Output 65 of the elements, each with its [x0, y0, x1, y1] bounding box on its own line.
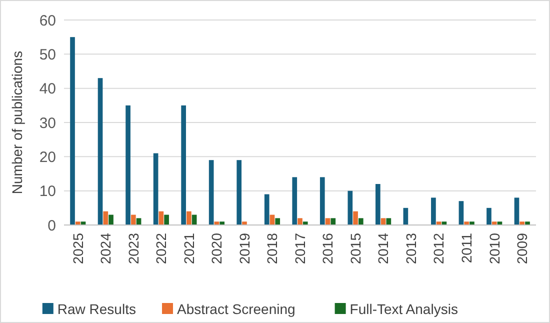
bar	[98, 78, 103, 225]
y-axis-title: Number of publications	[9, 50, 25, 194]
bar	[164, 214, 169, 225]
x-tick-label: 2022	[153, 232, 170, 264]
bar	[330, 218, 336, 225]
bar	[520, 222, 525, 225]
x-tick-label: 2009	[514, 232, 530, 264]
legend-label: Abstract Screening	[177, 300, 296, 317]
bar	[353, 211, 358, 225]
x-tick-label: 2012	[430, 232, 447, 264]
bar	[492, 222, 497, 225]
bar	[220, 222, 224, 225]
x-tick-label: 2018	[264, 232, 280, 264]
bar	[264, 194, 270, 225]
bar	[386, 218, 392, 225]
y-tick-label: 40	[39, 80, 56, 98]
x-tick-label: 2010	[486, 232, 502, 264]
x-tick-label: 2011	[458, 232, 474, 264]
x-tick-label: 2025	[70, 232, 86, 264]
bar	[298, 218, 302, 225]
bar	[358, 218, 364, 225]
bar	[70, 37, 75, 225]
x-tick-label: 2019	[236, 232, 252, 264]
bar	[464, 222, 470, 225]
bar	[431, 198, 436, 225]
legend-label: Raw Results	[57, 300, 136, 317]
x-tick-label: 2023	[125, 232, 142, 264]
y-tick-label: 10	[39, 183, 56, 200]
x-tick-label: 2024	[98, 232, 114, 264]
bar	[153, 153, 158, 225]
y-tick-label: 50	[39, 46, 56, 64]
bar	[181, 105, 186, 225]
bar	[292, 177, 298, 225]
bar	[208, 160, 214, 225]
x-tick-label: 2020	[208, 232, 225, 264]
bar	[376, 184, 380, 225]
bar	[186, 211, 192, 225]
x-tick-label: 2015	[347, 232, 364, 264]
bar	[126, 105, 130, 225]
x-tick-label: 2013	[402, 232, 419, 264]
x-tick-label: 2014	[375, 232, 392, 264]
legend-label: Full-Text Analysis	[350, 300, 458, 317]
bar	[75, 222, 80, 225]
bar	[302, 222, 308, 225]
bar	[130, 214, 136, 225]
x-tick-label: 2021	[180, 232, 197, 264]
bar	[470, 222, 474, 225]
bar	[403, 208, 408, 225]
bar	[108, 214, 114, 225]
y-tick-label: 20	[39, 148, 56, 166]
y-tick-label: 0	[48, 217, 56, 234]
x-tick-label: 2016	[320, 232, 336, 264]
bar	[458, 201, 464, 225]
bar	[486, 208, 492, 225]
bar	[236, 160, 242, 225]
bar	[103, 211, 108, 225]
bar	[514, 198, 520, 225]
bar	[525, 222, 530, 225]
y-tick-label: 30	[39, 114, 56, 132]
y-tick-label: 60	[39, 12, 56, 30]
bar	[242, 222, 247, 225]
bar	[348, 190, 353, 225]
x-tick-label: 2017	[292, 232, 308, 264]
bar	[275, 218, 280, 225]
bar	[320, 177, 325, 225]
